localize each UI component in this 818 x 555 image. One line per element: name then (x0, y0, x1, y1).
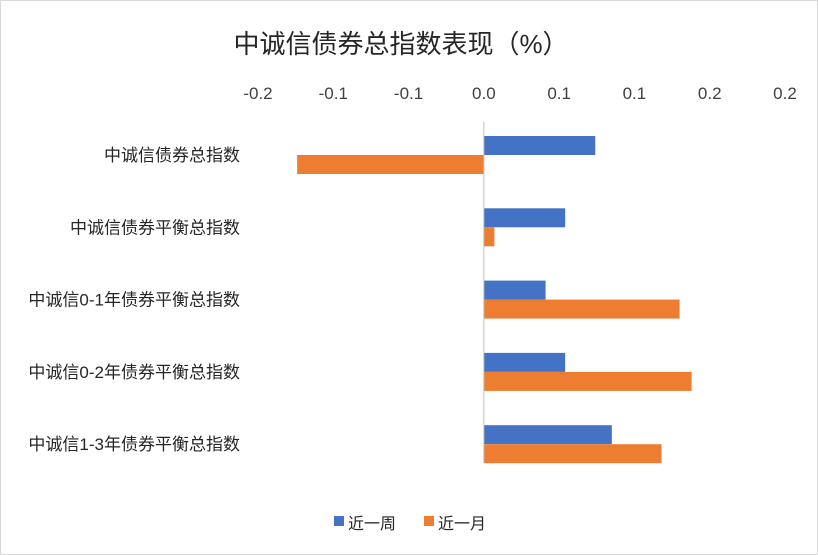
x-tick-label: -0.2 (243, 84, 272, 103)
x-tick-label: 0.2 (698, 84, 722, 103)
category-label: 中诚信债券总指数 (104, 146, 240, 165)
legend: 近一周 近一月 (334, 515, 486, 533)
bar-month-0 (297, 155, 484, 174)
bar-week-4 (483, 425, 612, 445)
legend-label-week: 近一周 (348, 515, 396, 533)
x-axis-tick-labels: -0.2 -0.1 -0.1 0.0 0.1 0.1 0.2 0.2 (243, 84, 796, 103)
bar-week-2 (483, 280, 546, 300)
legend-swatch-week (334, 516, 344, 526)
x-tick-label: 0.1 (547, 84, 571, 103)
bar-week-0 (483, 136, 596, 155)
bar-month-3 (483, 371, 692, 391)
category-labels: 中诚信债券总指数 中诚信债券平衡总指数 中诚信0-1年债券平衡总指数 中诚信0-… (28, 146, 240, 454)
category-label: 中诚信债券平衡总指数 (70, 218, 240, 237)
x-tick-label: 0.2 (773, 84, 797, 103)
bar-week-3 (483, 352, 566, 372)
category-label: 中诚信0-2年债券平衡总指数 (28, 363, 240, 382)
bars (297, 136, 692, 464)
legend-swatch-month (424, 516, 434, 526)
bar-month-2 (483, 299, 680, 319)
x-tick-label: 0.1 (623, 84, 647, 103)
bar-week-1 (483, 208, 566, 228)
x-tick-label: -0.1 (319, 84, 348, 103)
legend-label-month: 近一月 (438, 515, 486, 533)
x-tick-label: 0.0 (472, 84, 496, 103)
chart-title: 中诚信债券总指数表现（%） (233, 29, 568, 59)
bar-month-4 (483, 444, 662, 464)
category-label: 中诚信1-3年债券平衡总指数 (28, 435, 240, 454)
x-tick-label: -0.1 (394, 84, 423, 103)
category-label: 中诚信0-1年债券平衡总指数 (28, 291, 240, 310)
bar-month-1 (483, 227, 495, 247)
